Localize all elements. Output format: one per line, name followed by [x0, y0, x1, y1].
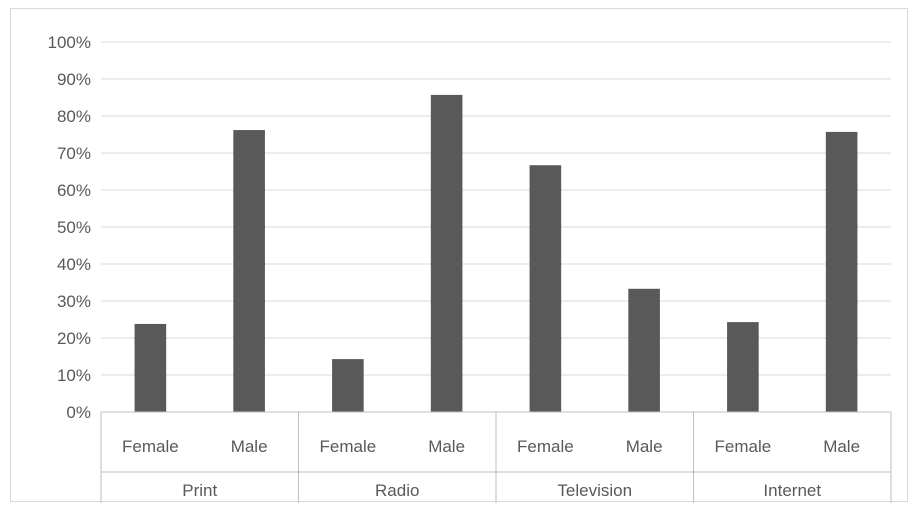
- x-group-label: Print: [182, 481, 217, 500]
- x-category-label: Female: [517, 437, 574, 456]
- y-tick-label: 20%: [57, 329, 91, 348]
- x-category-label: Female: [320, 437, 377, 456]
- y-tick-label: 10%: [57, 366, 91, 385]
- bar-internet-male: [825, 131, 858, 412]
- y-tick-label: 30%: [57, 292, 91, 311]
- chart-frame: 0% 10% 20% 30% 40% 50% 60% 70% 80% 90% 100% Female M…: [10, 8, 908, 503]
- x-category-label: Male: [428, 437, 465, 456]
- y-tick-label: 100%: [48, 33, 91, 52]
- x-category-label: Female: [122, 437, 179, 456]
- bar-radio-female: [332, 359, 364, 412]
- y-tick-label: 50%: [57, 218, 91, 237]
- y-tick-label: 80%: [57, 107, 91, 126]
- x-category-label: Male: [231, 437, 268, 456]
- bars: [134, 94, 858, 412]
- bar-print-male: [233, 130, 265, 412]
- x-category-label: Male: [823, 437, 860, 456]
- bar-internet-female: [727, 322, 759, 412]
- axes: [100, 411, 892, 503]
- bar-print-female: [134, 323, 167, 412]
- x-group-label: Internet: [763, 481, 821, 500]
- y-tick-label: 40%: [57, 255, 91, 274]
- y-tick-label: 90%: [57, 70, 91, 89]
- y-tick-label: 0%: [66, 403, 91, 422]
- gridlines: [101, 41, 891, 376]
- y-tick-label: 70%: [57, 144, 91, 163]
- bar-radio-male: [430, 94, 463, 412]
- bar-television-female: [529, 165, 562, 412]
- x-group-label: Television: [557, 481, 632, 500]
- y-tick-label: 60%: [57, 181, 91, 200]
- bar-chart: 0% 10% 20% 30% 40% 50% 60% 70% 80% 90% 100% Female M…: [48, 33, 892, 503]
- labels: 0% 10% 20% 30% 40% 50% 60% 70% 80% 90% 100% Female M…: [48, 33, 861, 500]
- bar-television-male: [628, 288, 660, 412]
- x-category-label: Female: [715, 437, 772, 456]
- x-category-label: Male: [626, 437, 663, 456]
- x-group-label: Radio: [375, 481, 419, 500]
